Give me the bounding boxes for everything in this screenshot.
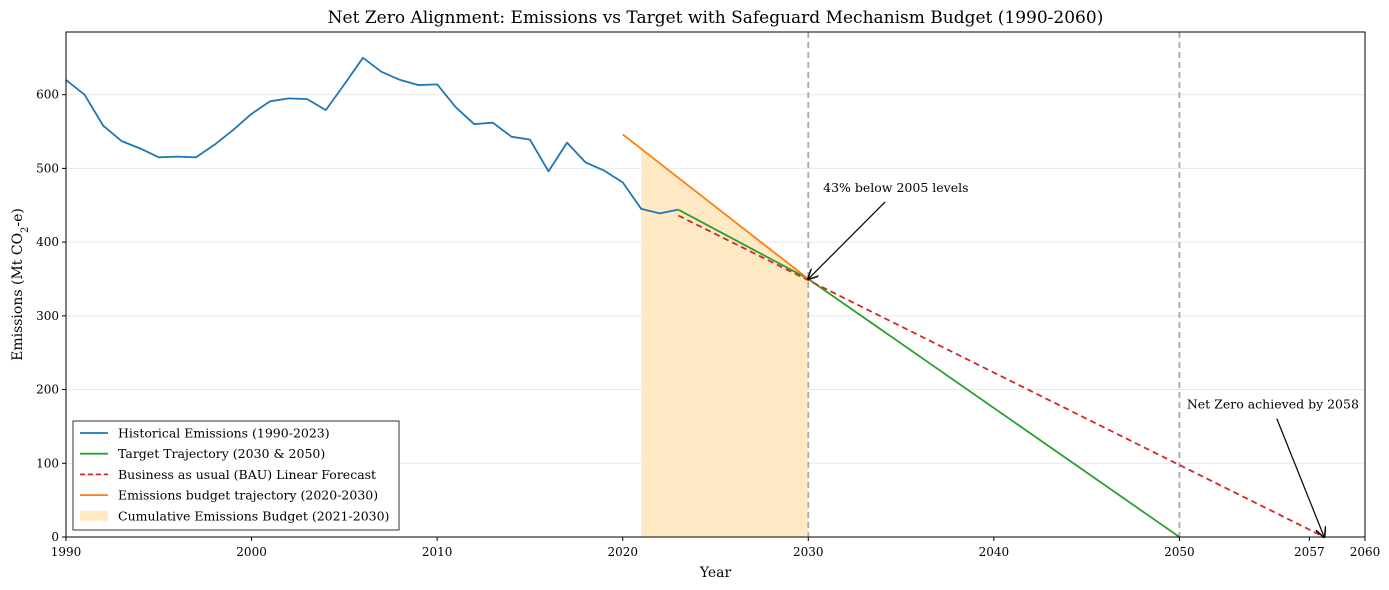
legend-item-cumulative-emissions-budget-2021-2030-swatch: [80, 510, 108, 521]
series-line-emissions-budget-trajectory-2020-2030: [622, 133, 809, 280]
legend-box: [72, 420, 400, 531]
series-line-historical-emissions-1990-2023: [65, 56, 679, 215]
y-axis-title: Emissions (Mt CO2-e): [10, 208, 31, 361]
annotation-text-1: 43% below 2005 levels: [823, 180, 968, 195]
x-tick-label-2060: 2060: [1350, 545, 1381, 559]
x-tick-label-1990: 1990: [51, 545, 82, 559]
annotation-arrow-2: [1276, 418, 1324, 537]
legend-item-cumulative-emissions-budget-2021-2030-label: Cumulative Emissions Budget (2021-2030): [118, 508, 389, 523]
y-tick-label-200: 200: [36, 383, 59, 397]
y-tick-label-500: 500: [36, 161, 59, 175]
axis-ticks: 1990 2000 2010 2020 2030 2040 2050 2057 2060 0 100…: [36, 88, 1380, 559]
y-tick-label-300: 300: [36, 309, 59, 323]
budget-area-layer: [641, 149, 809, 537]
x-tick-label-2020: 2020: [607, 545, 638, 559]
y-tick-label-600: 600: [36, 88, 59, 102]
y-tick-label-100: 100: [36, 456, 59, 470]
y-axis-title-tail: -e): [10, 208, 26, 226]
series-line-business-as-usual-bau-linear-forecast: [677, 214, 1325, 538]
x-tick-label-2000: 2000: [236, 545, 267, 559]
annotations: 43% below 2005 levels Net Zero achieved b…: [808, 180, 1359, 537]
y-tick-label-400: 400: [36, 235, 59, 249]
legend-item-emissions-budget-trajectory-2020-2030-label: Emissions budget trajectory (2020-2030): [118, 488, 378, 503]
x-tick-label-2030: 2030: [793, 545, 824, 559]
x-tick-label-2040: 2040: [979, 545, 1010, 559]
x-tick-label-2010: 2010: [422, 545, 453, 559]
y-axis-title-main: Emissions (Mt CO: [10, 233, 26, 361]
budget-area: [641, 149, 809, 537]
x-tick-label-2057: 2057: [1294, 545, 1325, 559]
x-tick-label-2050: 2050: [1164, 545, 1195, 559]
legend-item-business-as-usual-bau-linear-forecast-label: Business as usual (BAU) Linear Forecast: [118, 467, 376, 482]
x-axis-title: Year: [699, 565, 732, 581]
legend: Historical Emissions (1990-2023) Target T…: [72, 420, 400, 531]
annotation-arrow-1: [808, 201, 886, 279]
plot-frame: [65, 31, 1366, 538]
legend-item-historical-emissions-1990-2023-label: Historical Emissions (1990-2023): [118, 426, 330, 441]
reference-lines: [807, 32, 1181, 537]
chart-title: Net Zero Alignment: Emissions vs Target …: [328, 8, 1104, 28]
y-axis-title-subscript: 2: [20, 227, 31, 233]
y-tick-label-0: 0: [51, 530, 59, 544]
legend-item-target-trajectory-2030-2050-label: Target Trajectory (2030 & 2050): [118, 446, 325, 461]
annotation-text-2: Net Zero achieved by 2058: [1187, 397, 1359, 412]
